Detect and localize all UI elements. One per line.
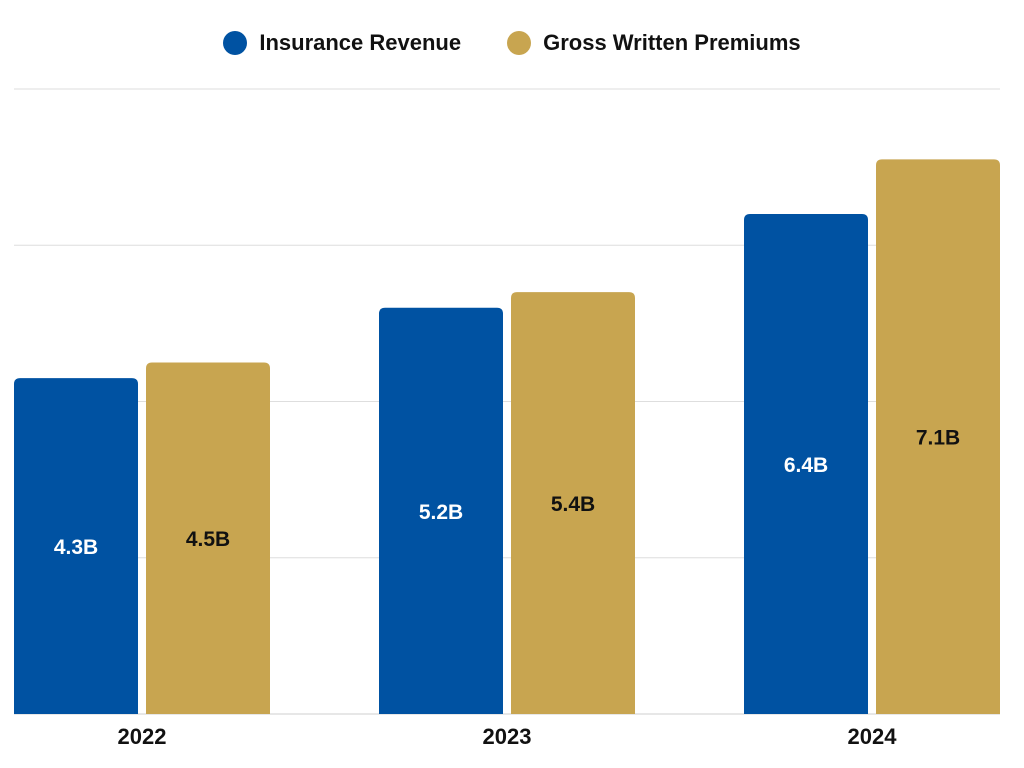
legend-label-insurance-revenue: Insurance Revenue bbox=[259, 30, 462, 55]
chart-legend: Insurance Revenue Gross Written Premiums bbox=[0, 30, 1024, 56]
data-label-insurance-revenue-2022: 4.3B bbox=[54, 536, 98, 559]
legend-item-insurance-revenue: Insurance Revenue bbox=[223, 30, 461, 56]
legend-item-gross-written-premiums: Gross Written Premiums bbox=[507, 30, 801, 56]
bar-gross-written-premiums-2023 bbox=[511, 292, 635, 714]
data-label-gross-written-premiums-2024: 7.1B bbox=[916, 427, 960, 450]
bar-insurance-revenue-2024 bbox=[744, 214, 868, 714]
x-tick-label-2024: 2024 bbox=[848, 724, 898, 749]
legend-label-gross-written-premiums: Gross Written Premiums bbox=[543, 30, 801, 55]
x-tick-label-2022: 2022 bbox=[118, 724, 167, 749]
data-label-gross-written-premiums-2022: 4.5B bbox=[186, 528, 230, 551]
bar-gross-written-premiums-2024 bbox=[876, 159, 1000, 714]
bar-gross-written-premiums-2022 bbox=[146, 362, 270, 714]
bar-insurance-revenue-2023 bbox=[379, 307, 503, 714]
data-label-gross-written-premiums-2023: 5.4B bbox=[551, 493, 595, 516]
legend-swatch-insurance-revenue bbox=[223, 31, 248, 55]
bar-insurance-revenue-2022 bbox=[14, 378, 138, 714]
data-label-insurance-revenue-2023: 5.2B bbox=[419, 501, 463, 524]
data-label-insurance-revenue-2024: 6.4B bbox=[784, 454, 828, 477]
legend-swatch-gross-written-premiums bbox=[507, 31, 532, 55]
x-tick-label-2023: 2023 bbox=[483, 724, 532, 749]
